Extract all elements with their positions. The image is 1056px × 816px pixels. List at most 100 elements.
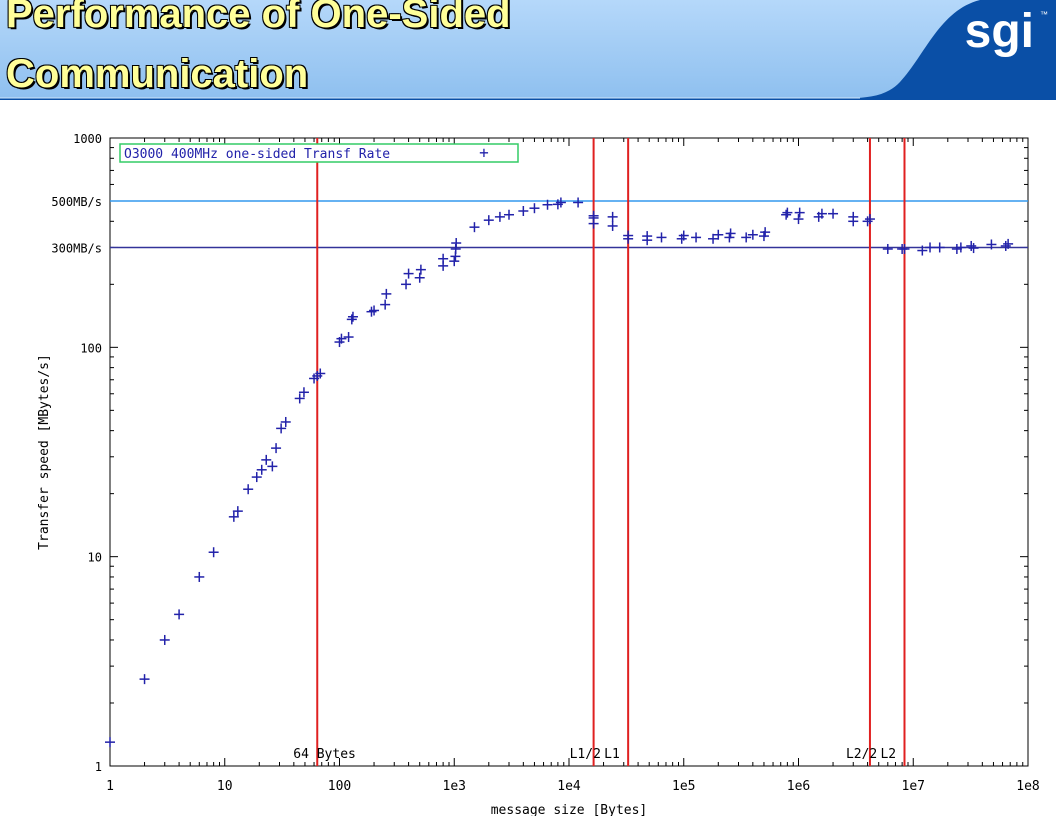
data-point <box>966 240 977 251</box>
data-point <box>380 299 391 310</box>
data-point <box>1003 238 1014 249</box>
legend-label: O3000 400MHz one-sided Transf Rate <box>124 147 390 162</box>
x-tick-label: 1e5 <box>672 779 695 794</box>
header-background <box>0 0 1056 100</box>
trademark-mark: ™ <box>1040 10 1048 19</box>
data-point <box>208 547 219 558</box>
y-tick-label: 300MB/s <box>51 241 102 255</box>
marker-vline-label: L1/2 <box>570 747 601 762</box>
x-tick-label: 1e4 <box>557 779 581 794</box>
data-point <box>529 203 540 214</box>
data-point <box>555 197 566 208</box>
data-point <box>449 256 460 267</box>
data-point <box>816 208 827 219</box>
plot-frame <box>109 137 1029 767</box>
data-point <box>864 214 875 225</box>
data-point <box>414 272 425 283</box>
data-point <box>251 472 262 483</box>
data-point <box>741 232 752 243</box>
data-point <box>899 243 910 254</box>
slide-header: Performance of One-Sided Communication s… <box>0 0 1056 100</box>
data-point <box>194 571 205 582</box>
x-tick-label: 1e6 <box>787 779 810 794</box>
data-point <box>934 242 945 253</box>
data-point <box>986 239 997 250</box>
data-point <box>315 368 326 379</box>
data-point <box>267 461 278 472</box>
data-point <box>1000 240 1011 251</box>
data-point <box>642 231 653 242</box>
sgi-logo: sgi <box>964 5 1034 58</box>
x-tick-label: 1 <box>106 779 114 794</box>
y-tick-label: 1 <box>95 760 102 774</box>
data-point <box>573 197 584 208</box>
marker-vline-label: L2/2 <box>846 747 877 762</box>
data-point <box>366 306 377 317</box>
data-point <box>607 211 618 222</box>
legend-box <box>119 143 519 163</box>
data-point <box>828 208 839 219</box>
data-point <box>294 393 305 404</box>
data-point <box>105 737 115 748</box>
data-point <box>725 228 736 239</box>
data-point <box>623 230 634 241</box>
data-point <box>494 211 505 222</box>
slide-title-line-2: Communication <box>6 52 309 96</box>
data-point <box>678 230 689 241</box>
marker-vline-label: L2 <box>880 747 896 762</box>
legend-marker: + <box>479 143 489 162</box>
data-point <box>261 454 272 465</box>
y-tick-label: 1000 <box>73 132 102 146</box>
data-point <box>656 232 667 243</box>
plot-area: 1 10 100 1e3 1e4 1e5 1e6 1e7 1e8 1 10 100 300MB/s 500… <box>37 132 1040 816</box>
data-point <box>469 222 480 233</box>
transfer-rate-chart: 1 10 100 1e3 1e4 1e5 1e6 1e7 1e8 1 10 100 300MB/s 500… <box>37 132 1040 816</box>
data-point <box>760 227 771 238</box>
data-point <box>174 609 185 620</box>
data-point <box>159 634 170 645</box>
data-point <box>403 268 414 279</box>
data-point <box>925 242 936 253</box>
data-point <box>438 253 449 264</box>
data-point <box>713 229 724 240</box>
data-point <box>782 207 793 218</box>
x-axis-label: message size [Bytes] <box>491 803 648 816</box>
slide-title-line-1: Performance of One-Sided <box>6 0 511 36</box>
x-tick-label: 1e8 <box>1016 779 1039 794</box>
data-point <box>228 511 239 522</box>
y-axis-label: Transfer speed [MBytes/s] <box>37 354 52 550</box>
x-tick-label: 1e7 <box>902 779 925 794</box>
data-point <box>955 242 966 253</box>
data-point <box>503 209 514 220</box>
data-point <box>451 238 462 249</box>
x-tick-label: 100 <box>328 779 351 794</box>
data-point <box>343 332 354 343</box>
data-point <box>794 207 805 218</box>
data-point <box>336 333 347 344</box>
data-point <box>848 211 859 222</box>
data-point <box>882 243 893 254</box>
data-point <box>243 484 254 495</box>
data-point <box>346 314 357 325</box>
data-point <box>280 416 291 427</box>
data-point <box>298 387 309 398</box>
data-point <box>369 305 380 316</box>
y-tick-label: 500MB/s <box>51 195 102 209</box>
data-point <box>781 209 792 220</box>
data-point <box>691 232 702 243</box>
y-tick-label: 10 <box>88 551 102 565</box>
data-point <box>917 245 928 256</box>
data-point <box>381 288 392 299</box>
data-point <box>276 423 287 434</box>
data-point <box>401 279 412 290</box>
data-point <box>232 506 243 517</box>
data-point <box>708 233 719 244</box>
data-point <box>607 220 618 231</box>
data-point <box>139 674 150 685</box>
data-point <box>542 199 553 210</box>
data-point <box>347 311 358 322</box>
data-point <box>588 210 599 221</box>
marker-vline-label: L1 <box>604 747 620 762</box>
data-point <box>968 243 979 254</box>
data-point <box>747 229 758 240</box>
